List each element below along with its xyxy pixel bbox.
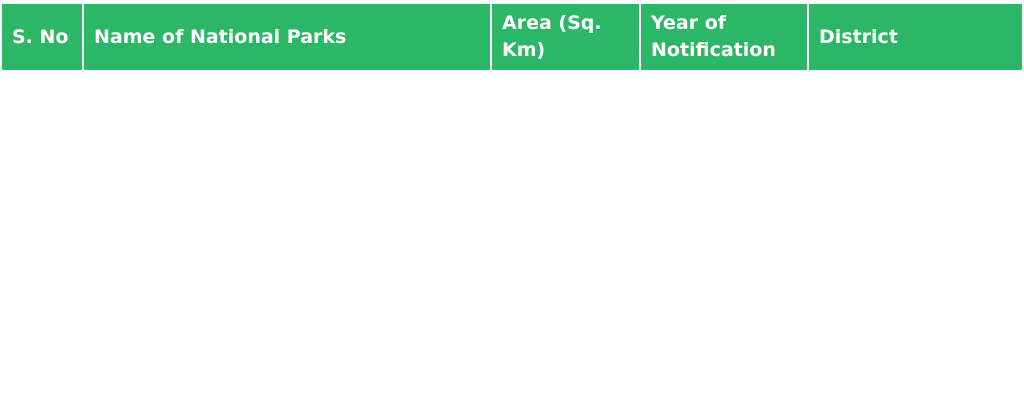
national-parks-table: S. No Name of National Parks Area (Sq. K… bbox=[2, 4, 1022, 70]
column-header-serial-number: S. No bbox=[2, 4, 83, 70]
column-header-park-name: Name of National Parks bbox=[82, 4, 491, 70]
table-header: S. No Name of National Parks Area (Sq. K… bbox=[2, 4, 1022, 70]
column-header-district: District bbox=[807, 4, 1022, 70]
column-header-year-of-notification: Year of Notification bbox=[639, 4, 808, 70]
header-row: S. No Name of National Parks Area (Sq. K… bbox=[2, 4, 1022, 70]
column-header-area: Area (Sq. Km) bbox=[490, 4, 640, 70]
